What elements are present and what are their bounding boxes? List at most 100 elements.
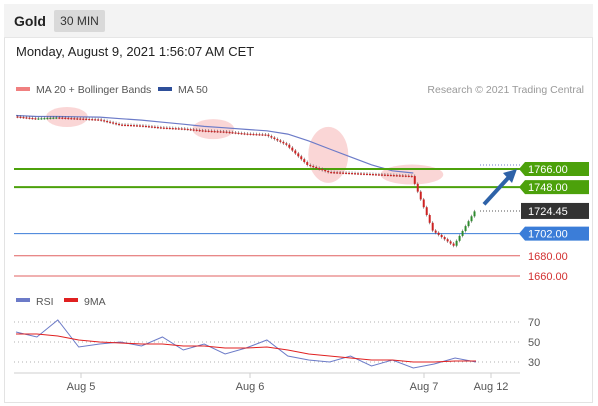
candle — [360, 173, 363, 175]
candle — [124, 124, 127, 126]
candle — [43, 118, 46, 120]
x-tick-label: Aug 12 — [474, 381, 509, 393]
candle — [321, 169, 324, 171]
candle — [189, 129, 192, 131]
candle — [425, 207, 428, 216]
arrow-shaft — [482, 175, 511, 206]
pivot-label: 1702.00 — [519, 226, 589, 241]
bollinger-band-segment — [192, 119, 235, 140]
candle — [16, 116, 19, 118]
candle — [398, 175, 401, 177]
candle — [395, 175, 398, 177]
candle — [52, 117, 55, 119]
legend-ma50-label: MA 50 — [178, 84, 208, 96]
candle — [306, 162, 309, 165]
candle — [273, 137, 276, 140]
candle — [34, 118, 37, 120]
x-tick-label: Aug 5 — [67, 381, 96, 393]
candle — [150, 126, 153, 128]
candle — [431, 222, 434, 231]
candle — [64, 117, 67, 120]
candle — [198, 130, 201, 132]
candle — [416, 183, 419, 192]
candle — [357, 173, 360, 175]
candle — [380, 174, 383, 176]
candle — [144, 125, 147, 128]
candle — [201, 130, 204, 132]
candle — [318, 167, 321, 170]
candle — [303, 159, 306, 163]
candle — [243, 133, 246, 135]
candle — [255, 134, 258, 136]
asset-title: Gold — [14, 13, 46, 29]
support-text: 1660.00 — [528, 271, 568, 283]
candle — [207, 130, 210, 132]
resistance-text: 1748.00 — [528, 182, 568, 194]
candle — [279, 140, 282, 142]
candle — [336, 172, 339, 174]
legend-rsi-label: RSI — [36, 296, 54, 308]
candle — [186, 128, 189, 131]
candle — [351, 173, 354, 175]
candle — [249, 133, 252, 136]
candle — [40, 118, 43, 120]
candle — [309, 164, 312, 167]
candle — [231, 132, 234, 134]
legend-ma50-swatch — [158, 87, 172, 91]
candle — [31, 117, 34, 120]
pivot-tag — [519, 226, 589, 241]
candle — [339, 172, 342, 174]
candle — [76, 118, 79, 120]
candle — [333, 172, 336, 174]
candle — [413, 176, 416, 184]
candle — [222, 131, 225, 133]
report-datetime: Monday, August 9, 2021 1:56:07 AM CET — [16, 44, 255, 59]
candle — [109, 121, 112, 123]
level-labels: 1766.00 1748.00 1724.45 1702.00 1680.00 1660.… — [519, 162, 589, 283]
candle — [342, 172, 345, 174]
candle — [103, 120, 106, 122]
resistance-label: 1748.00 — [519, 180, 589, 195]
candle — [404, 175, 407, 177]
candle — [49, 117, 52, 120]
candle — [171, 128, 174, 130]
candle — [383, 174, 386, 176]
timeframe-badge[interactable]: 30 MIN — [54, 10, 105, 32]
candle — [85, 118, 88, 121]
candle — [368, 173, 371, 176]
candle — [455, 240, 458, 246]
credit-text: Research © 2021 Trading Central — [427, 84, 584, 96]
candle — [165, 127, 168, 129]
candle — [177, 128, 180, 130]
candle — [82, 118, 85, 120]
candle — [300, 156, 303, 160]
legend-9ma-swatch — [64, 298, 78, 302]
candle — [216, 131, 219, 133]
candle — [288, 144, 291, 148]
rsi-tick-label: 50 — [528, 337, 540, 349]
legend-bb-label: MA 20 + Bollinger Bands — [36, 84, 151, 96]
legend-bb-swatch — [16, 87, 30, 91]
resistance-tag — [519, 180, 589, 195]
support-label: 1660.00 — [528, 271, 568, 283]
candle — [195, 129, 198, 131]
candle — [452, 243, 455, 246]
legend-9ma-label: 9MA — [84, 296, 106, 308]
candle — [422, 199, 425, 208]
candle — [118, 123, 121, 126]
candle — [73, 118, 76, 120]
candle — [261, 134, 264, 136]
candle — [19, 116, 22, 118]
candle — [362, 173, 365, 175]
candle — [46, 117, 49, 120]
candle — [282, 141, 285, 144]
last-price-tag — [521, 202, 589, 219]
candle — [219, 131, 222, 133]
chart-header: Gold 30 MIN — [4, 4, 593, 38]
price-levels — [14, 164, 520, 277]
candle — [115, 123, 118, 125]
last-price-label: 1724.45 — [521, 202, 589, 219]
candle — [419, 191, 422, 200]
candle — [37, 118, 40, 120]
